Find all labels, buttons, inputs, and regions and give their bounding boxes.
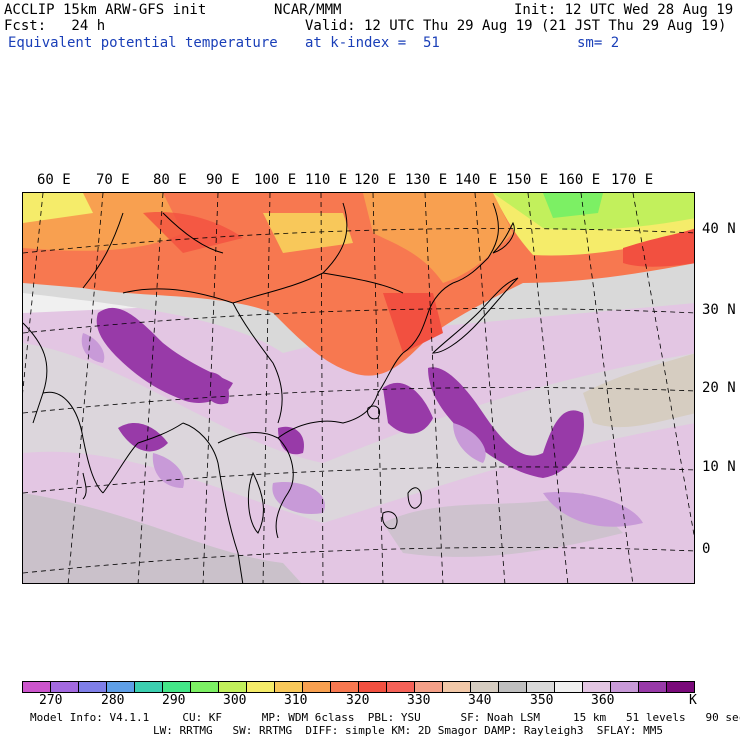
init-time: Init: 12 UTC Wed 28 Aug 19 [514, 2, 734, 18]
map-plot [23, 193, 694, 583]
colorbar-unit: K [689, 693, 697, 708]
smoothing: sm= 2 [577, 35, 620, 51]
lon-label: 160 E [558, 172, 601, 188]
lon-label: 120 E [354, 172, 397, 188]
lat-label: 0 [702, 541, 711, 557]
colorbar-label: 280 [101, 693, 125, 708]
colorbar-label: 270 [39, 693, 63, 708]
lon-label: 100 E [254, 172, 297, 188]
colorbar-swatch [611, 682, 639, 692]
model-info-line2: LW: RRTMG SW: RRTMG DIFF: simple KM: 2D … [153, 724, 663, 737]
colorbar-label: 330 [407, 693, 431, 708]
lon-label: 60 E [37, 172, 71, 188]
colorbar-swatch [303, 682, 331, 692]
field-name: Equivalent potential temperature [8, 35, 278, 51]
theta-e-map [22, 192, 695, 584]
colorbar-label: 290 [162, 693, 186, 708]
colorbar-swatch [555, 682, 583, 692]
colorbar-swatch [79, 682, 107, 692]
colorbar-swatch [219, 682, 247, 692]
colorbar-swatch [583, 682, 611, 692]
model-info-line1: Model Info: V4.1.1 CU: KF MP: WDM 6class… [30, 711, 740, 724]
colorbar-swatch [471, 682, 499, 692]
model-title: ACCLIP 15km ARW-GFS init [4, 2, 207, 18]
lon-label: 150 E [506, 172, 549, 188]
colorbar-swatch [443, 682, 471, 692]
colorbar-swatch [639, 682, 667, 692]
colorbar-swatch [107, 682, 135, 692]
colorbar-swatch [247, 682, 275, 692]
colorbar-label: 360 [591, 693, 615, 708]
colorbar-label: 320 [346, 693, 370, 708]
colorbar-label: 340 [468, 693, 492, 708]
valid-time: Valid: 12 UTC Thu 29 Aug 19 (21 JST Thu … [305, 18, 727, 34]
lon-label: 90 E [206, 172, 240, 188]
lon-label: 80 E [153, 172, 187, 188]
lon-label: 130 E [405, 172, 448, 188]
colorbar-swatch [331, 682, 359, 692]
lat-label: 30 N [702, 302, 736, 318]
colorbar-swatch [135, 682, 163, 692]
colorbar-swatch [275, 682, 303, 692]
colorbar-swatch [51, 682, 79, 692]
colorbar-label: 350 [530, 693, 554, 708]
lat-label: 20 N [702, 380, 736, 396]
colorbar-swatch [163, 682, 191, 692]
lat-label: 40 N [702, 221, 736, 237]
colorbar-swatch [359, 682, 387, 692]
center-title: NCAR/MMM [274, 2, 342, 18]
lat-label: 10 N [702, 459, 736, 475]
colorbar-swatch [191, 682, 219, 692]
level-index: at k-index = 51 [305, 35, 440, 51]
colorbar-swatch [527, 682, 555, 692]
colorbar-label: 300 [223, 693, 247, 708]
colorbar-swatch [499, 682, 527, 692]
lon-label: 70 E [96, 172, 130, 188]
lon-label: 170 E [611, 172, 654, 188]
colorbar-swatch [23, 682, 51, 692]
lon-label: 140 E [455, 172, 498, 188]
colorbar [22, 681, 695, 693]
forecast-hour: Fcst: 24 h [4, 18, 106, 34]
colorbar-swatch [387, 682, 415, 692]
colorbar-label: 310 [284, 693, 308, 708]
colorbar-swatch [667, 682, 694, 692]
lon-label: 110 E [305, 172, 348, 188]
colorbar-swatch [415, 682, 443, 692]
